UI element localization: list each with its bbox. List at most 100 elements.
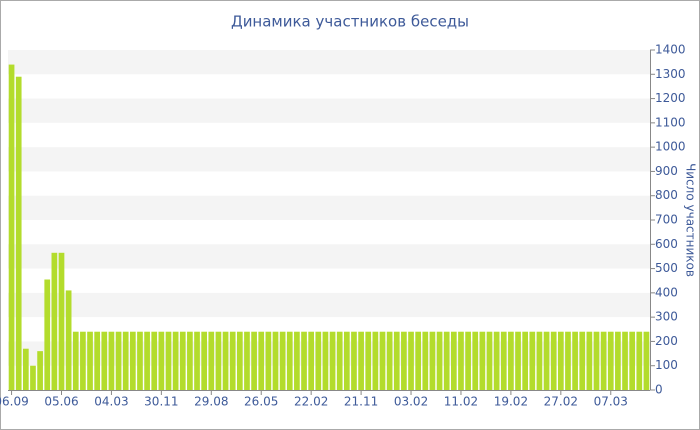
- grid-band: [8, 341, 650, 366]
- bar: [408, 331, 414, 390]
- bar: [322, 331, 329, 390]
- bar: [315, 331, 322, 390]
- bar: [72, 331, 79, 390]
- bar: [429, 331, 436, 390]
- bar: [265, 331, 272, 390]
- bar: [593, 331, 600, 390]
- bar: [479, 331, 486, 390]
- x-tick-label: 27.02: [544, 395, 578, 409]
- y-tick-label: 900: [655, 164, 678, 178]
- bar: [87, 331, 93, 390]
- x-tick-label: 29.08: [194, 395, 228, 409]
- bar: [15, 76, 22, 390]
- bar: [222, 331, 229, 390]
- bar: [365, 331, 372, 390]
- bar: [115, 331, 122, 390]
- bar: [194, 331, 200, 390]
- bar: [358, 331, 364, 390]
- bar: [636, 331, 643, 390]
- bar: [122, 331, 129, 390]
- bar: [244, 331, 250, 390]
- bar: [536, 331, 543, 390]
- y-tick-label: 1300: [655, 67, 686, 81]
- bar: [329, 331, 336, 390]
- bar: [65, 290, 72, 390]
- bar: [179, 331, 186, 390]
- bar: [351, 331, 357, 390]
- y-tick-label: 300: [655, 310, 678, 324]
- grid-band: [8, 195, 650, 220]
- bar: [615, 331, 621, 390]
- y-tick-label: 700: [655, 213, 678, 227]
- bar: [401, 331, 407, 390]
- bar: [629, 331, 636, 390]
- bar: [80, 331, 86, 390]
- bar: [151, 331, 158, 390]
- x-tick-label: 30.11: [144, 395, 178, 409]
- x-tick-label: 26.05: [244, 395, 278, 409]
- bar: [201, 331, 208, 390]
- bar: [436, 331, 443, 390]
- bar: [144, 331, 150, 390]
- bar: [208, 331, 215, 390]
- bar: [422, 331, 429, 390]
- y-tick-label: 800: [655, 188, 678, 202]
- bar: [565, 331, 571, 390]
- bar: [472, 331, 479, 390]
- bar: [51, 252, 58, 390]
- x-tick-label: 07.03: [594, 395, 628, 409]
- bar: [108, 331, 115, 390]
- bar: [336, 331, 343, 390]
- bar: [22, 348, 29, 390]
- bar: [236, 331, 243, 390]
- bar: [58, 252, 65, 390]
- bar: [500, 331, 507, 390]
- x-tick-label: 22.02: [294, 395, 328, 409]
- bar: [557, 331, 564, 390]
- bar: [443, 331, 450, 390]
- x-tick-label: 04.03: [94, 395, 128, 409]
- y-tick-label: 0: [655, 383, 663, 397]
- bar: [529, 331, 536, 390]
- y-tick-label: 200: [655, 334, 678, 348]
- y-tick-label: 100: [655, 358, 678, 372]
- grid-band: [8, 98, 650, 123]
- bar: [586, 331, 593, 390]
- bar: [137, 331, 143, 390]
- bar: [579, 331, 586, 390]
- bar: [600, 331, 607, 390]
- bar: [386, 331, 393, 390]
- grid-band: [8, 147, 650, 172]
- x-tick-label: 11.02: [444, 395, 478, 409]
- bar: [450, 331, 457, 390]
- bar: [165, 331, 172, 390]
- bar: [8, 64, 15, 391]
- grid-band: [8, 292, 650, 318]
- bar: [343, 331, 350, 390]
- bar: [258, 331, 265, 390]
- bar: [215, 331, 222, 390]
- bar: [465, 331, 471, 390]
- x-tick-label: 21.11: [344, 395, 378, 409]
- x-tick-label: 06.09: [0, 395, 29, 409]
- y-axis-title: Число участников: [684, 163, 698, 277]
- y-tick-label: 1400: [655, 43, 686, 57]
- bar: [572, 331, 578, 390]
- bar: [458, 331, 464, 390]
- chart-title: Динамика участников беседы: [231, 13, 469, 31]
- bar: [415, 331, 422, 390]
- bar: [308, 331, 315, 390]
- bar: [379, 331, 386, 390]
- bar: [158, 331, 165, 390]
- x-tick-label: 03.02: [394, 395, 428, 409]
- bar: [493, 331, 500, 390]
- bar: [543, 331, 550, 390]
- bar: [393, 331, 400, 390]
- bar: [508, 331, 514, 390]
- y-tick-label: 1200: [655, 91, 686, 105]
- x-tick-label: 05.06: [44, 395, 78, 409]
- bar: [286, 331, 293, 390]
- bar: [550, 331, 557, 390]
- bar: [129, 331, 136, 390]
